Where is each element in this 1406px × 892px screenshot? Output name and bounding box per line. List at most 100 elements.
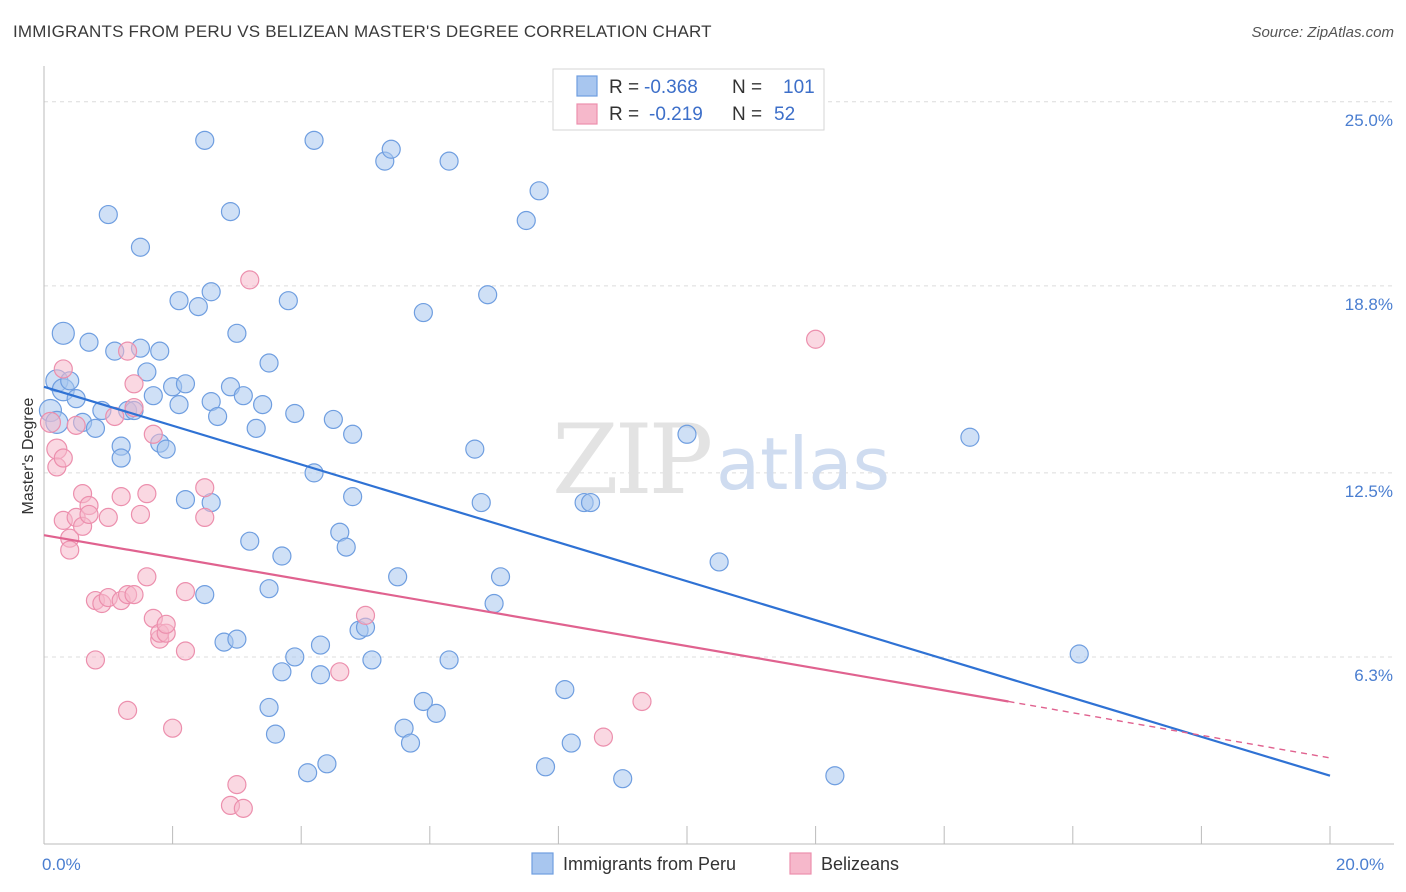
grid-lines bbox=[44, 101, 1394, 658]
data-point bbox=[580, 492, 601, 513]
legend-r-value: -0.219 bbox=[649, 104, 703, 125]
data-point bbox=[265, 724, 286, 744]
trend-line-extension bbox=[1008, 700, 1331, 759]
data-point bbox=[490, 567, 511, 587]
data-point bbox=[471, 492, 491, 513]
y-tick-label: 12.5% bbox=[1345, 482, 1393, 501]
trend-line bbox=[43, 534, 1009, 703]
data-point bbox=[117, 341, 138, 361]
data-point bbox=[323, 409, 343, 430]
data-point bbox=[516, 210, 536, 231]
data-point bbox=[85, 650, 106, 670]
data-point bbox=[156, 439, 176, 459]
data-point bbox=[484, 593, 504, 614]
data-point bbox=[343, 424, 363, 444]
data-point bbox=[960, 427, 980, 447]
data-point bbox=[175, 582, 196, 602]
data-point bbox=[400, 733, 421, 753]
bottom-legend-swatch-peru bbox=[531, 852, 554, 875]
legend-n-value: 101 bbox=[783, 77, 815, 98]
data-point bbox=[98, 204, 118, 225]
data-point bbox=[439, 151, 459, 171]
data-point bbox=[272, 546, 292, 566]
legend-swatch-peru bbox=[576, 75, 598, 97]
data-point bbox=[240, 531, 260, 551]
x-tick-labels: 0.0% 20.0% bbox=[42, 855, 1384, 874]
data-point bbox=[535, 757, 556, 777]
data-point bbox=[53, 359, 73, 379]
data-point bbox=[285, 647, 305, 667]
data-point bbox=[233, 386, 253, 406]
bottom-legend: Immigrants from Peru Belizeans bbox=[531, 852, 899, 875]
data-point bbox=[208, 406, 228, 427]
data-point bbox=[220, 202, 241, 222]
legend-n-value: 52 bbox=[774, 104, 795, 125]
series-immigrants-from-peru bbox=[38, 130, 1089, 789]
bottom-legend-swatch-belizeans bbox=[789, 852, 812, 875]
data-point bbox=[85, 418, 106, 438]
x-tick-label: 20.0% bbox=[1336, 855, 1384, 874]
data-point bbox=[169, 291, 189, 311]
legend-r-label: R = bbox=[609, 104, 639, 125]
data-point bbox=[130, 504, 151, 525]
data-point bbox=[709, 552, 729, 572]
data-point bbox=[259, 579, 279, 599]
data-point bbox=[439, 650, 459, 670]
data-point bbox=[111, 487, 131, 507]
data-point bbox=[175, 641, 196, 661]
axes bbox=[43, 66, 1394, 845]
data-point bbox=[825, 766, 845, 786]
data-point bbox=[175, 374, 196, 394]
data-point bbox=[169, 394, 189, 415]
data-point bbox=[336, 537, 356, 557]
y-tick-labels: 25.0% 18.8% 12.5% 6.3% bbox=[1345, 111, 1393, 685]
data-point bbox=[227, 323, 247, 343]
data-point bbox=[478, 285, 498, 305]
trend-lines bbox=[43, 385, 1331, 777]
legend-r-value: -0.368 bbox=[644, 77, 698, 98]
legend-n-label: N = bbox=[732, 77, 762, 98]
data-point bbox=[233, 798, 253, 818]
data-point bbox=[156, 614, 176, 634]
data-point bbox=[388, 567, 408, 587]
data-point bbox=[632, 691, 652, 712]
data-point bbox=[79, 504, 99, 525]
data-point bbox=[330, 662, 350, 682]
correlation-legend: R = -0.368 N = 101 R = -0.219 N = 52 bbox=[552, 68, 825, 131]
watermark: ZIP atlas bbox=[552, 404, 890, 516]
data-point bbox=[53, 448, 73, 468]
data-point bbox=[60, 540, 80, 560]
data-point bbox=[593, 727, 614, 747]
data-point bbox=[137, 362, 157, 382]
data-point bbox=[355, 605, 376, 625]
data-point bbox=[259, 353, 279, 373]
data-point bbox=[137, 567, 157, 587]
y-tick-label: 18.8% bbox=[1345, 295, 1393, 314]
x-tick-label: 0.0% bbox=[42, 855, 81, 874]
data-point bbox=[362, 650, 382, 670]
data-point bbox=[413, 302, 433, 323]
data-point bbox=[143, 424, 163, 444]
data-point bbox=[285, 403, 305, 424]
data-point bbox=[317, 754, 337, 774]
data-point bbox=[137, 484, 157, 504]
data-point bbox=[117, 700, 138, 720]
data-point bbox=[272, 662, 292, 682]
data-point bbox=[304, 130, 324, 150]
data-point bbox=[304, 463, 324, 483]
data-point bbox=[1069, 644, 1089, 664]
data-point bbox=[310, 635, 331, 655]
data-point bbox=[465, 439, 485, 459]
bottom-legend-label-peru: Immigrants from Peru bbox=[563, 854, 736, 874]
data-point bbox=[175, 489, 196, 510]
source-credit: Source: ZipAtlas.com bbox=[1251, 24, 1394, 41]
data-point bbox=[188, 297, 208, 317]
data-point bbox=[195, 585, 215, 605]
data-point bbox=[278, 291, 298, 311]
data-point bbox=[259, 697, 279, 718]
legend-n-label: N = bbox=[732, 104, 762, 125]
data-point bbox=[98, 507, 118, 528]
y-tick-label: 6.3% bbox=[1354, 666, 1393, 685]
data-point bbox=[130, 237, 151, 257]
